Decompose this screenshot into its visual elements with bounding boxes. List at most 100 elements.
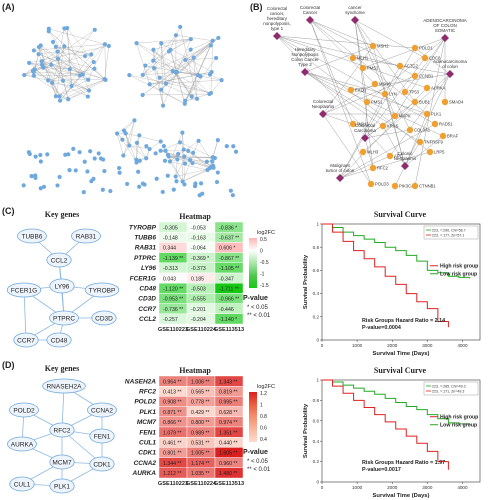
gene-label: CUL1 <box>14 481 31 488</box>
gene-node <box>89 428 115 444</box>
gene-node <box>416 138 424 146</box>
edge <box>24 58 59 76</box>
edge <box>29 62 43 65</box>
gene-label: CCNA2 <box>91 407 113 414</box>
heatmap-title-d: Heatmap <box>179 366 211 375</box>
disease-label: type 1 <box>271 26 284 31</box>
edge <box>160 150 214 166</box>
plot-frame <box>321 223 481 341</box>
gene-node <box>367 180 375 188</box>
edge <box>48 31 81 76</box>
network-node <box>196 138 201 143</box>
network-node <box>233 149 239 154</box>
cell-value: 0.964 ** <box>163 379 181 385</box>
network-node <box>134 140 140 145</box>
y-axis-label: Survival Probability <box>303 403 309 458</box>
gene-node <box>9 402 39 418</box>
network-node <box>181 147 186 152</box>
gene-label: RFC2 <box>377 166 389 171</box>
network-node <box>151 58 156 63</box>
network-node <box>85 94 90 99</box>
edge <box>48 78 105 81</box>
network-node <box>22 72 27 78</box>
cell-value: 1.212 ** <box>163 471 181 477</box>
network-node <box>182 101 187 106</box>
row-label: MCM7 <box>137 419 157 426</box>
x-axis-label: Survival Time (Days) <box>373 351 430 357</box>
disease-label: nonpolyposis, <box>263 21 291 26</box>
disease-node <box>319 110 327 118</box>
gene-node <box>46 332 72 348</box>
edge <box>161 43 164 106</box>
legend-tick: 0.6 <box>260 426 267 432</box>
gene-label: FCER1G <box>11 287 37 294</box>
network-node <box>198 181 204 186</box>
disease-label: hereditary <box>267 16 288 21</box>
edge <box>145 65 222 81</box>
gene-label: CCNB1 <box>419 74 434 79</box>
y-tick-label: 0.2 <box>313 459 320 464</box>
network-node <box>182 154 187 159</box>
network-node <box>161 144 166 149</box>
gene-node <box>423 84 431 92</box>
row-label: CCNA2 <box>134 460 157 467</box>
gene-label: PMS1 <box>371 100 383 105</box>
edge <box>193 57 199 76</box>
edge <box>55 46 92 55</box>
network-node <box>117 165 122 171</box>
gene-label: BRAF <box>447 134 459 139</box>
network-node <box>102 168 107 174</box>
edge <box>129 120 135 146</box>
gene-node <box>49 478 75 494</box>
column-label: GSE113513 <box>214 327 244 333</box>
edge <box>38 47 60 97</box>
cell-value: -0.347 <box>219 276 234 282</box>
network-node <box>41 184 47 189</box>
edge <box>185 76 201 101</box>
network-node <box>190 160 195 166</box>
legend-tick: 1.2 <box>260 391 267 397</box>
cell-value: 0.908 ** <box>163 400 181 406</box>
network-node <box>39 62 45 67</box>
group-low-label: Low risk group <box>440 272 477 278</box>
edge <box>57 58 95 69</box>
y-tick-label: 0.8 <box>313 245 320 250</box>
network-node <box>134 157 139 162</box>
network-node <box>231 144 236 149</box>
cell-value: -0.053 <box>191 225 206 231</box>
gene-node <box>423 110 431 118</box>
gene-node <box>426 148 434 156</box>
series-line <box>322 223 449 328</box>
edge <box>136 135 140 160</box>
network-node <box>160 189 165 195</box>
edge <box>129 74 185 104</box>
network-node <box>134 41 139 46</box>
heatmap-cell <box>214 313 244 325</box>
network-node <box>137 158 142 163</box>
network-node <box>89 52 94 57</box>
gene-node <box>359 64 367 72</box>
gene-label: SMAD4 <box>449 100 464 105</box>
legend-entry: 223, =:171, Zn=49.3 <box>432 389 464 393</box>
gene-label: MSH3 <box>357 122 369 127</box>
edge <box>322 45 374 115</box>
edge <box>142 51 170 76</box>
edge <box>372 45 406 167</box>
network-node <box>191 55 196 60</box>
network-node <box>67 67 72 72</box>
edge <box>394 37 446 117</box>
y-tick-label: 0 <box>316 480 319 485</box>
gene-node <box>381 90 389 98</box>
edge <box>414 47 451 75</box>
disease-label: Neoplasms <box>394 156 417 161</box>
cell-value: -0.313 <box>163 266 178 272</box>
edge <box>339 47 416 179</box>
network-node <box>88 149 93 154</box>
legend-tick: 1 <box>260 403 263 409</box>
cell-value: -1.140 * <box>219 317 237 323</box>
network-node <box>194 96 200 101</box>
gene-node <box>349 54 357 62</box>
network-node <box>33 154 38 159</box>
network-node <box>38 152 43 158</box>
network-node <box>77 150 82 155</box>
